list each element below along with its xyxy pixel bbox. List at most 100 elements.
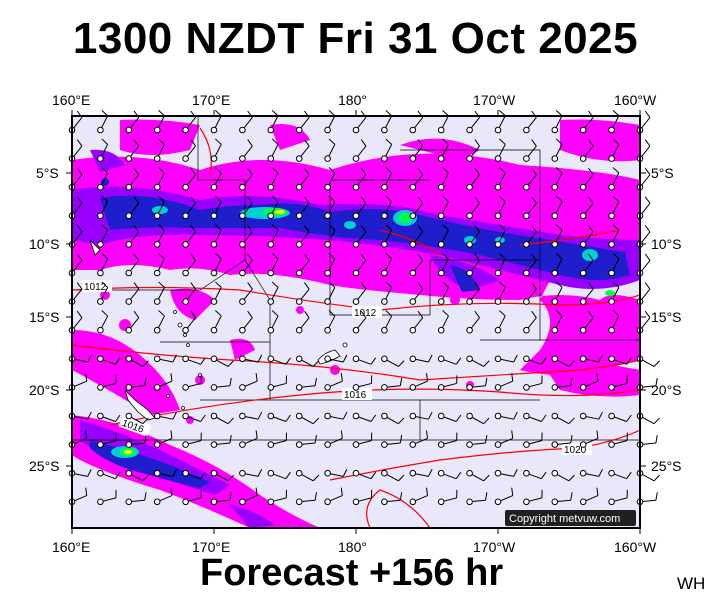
wind-barb-feather — [385, 138, 392, 145]
wind-barb-feather — [612, 310, 620, 317]
wind-station-dot — [352, 155, 360, 162]
wind-barb-feather — [474, 282, 480, 290]
wind-barb-feather — [170, 430, 173, 439]
wind-barb-feather — [474, 139, 480, 147]
wind-barb-feather — [142, 474, 149, 482]
wind-barb-feather — [385, 310, 392, 317]
wind-barb-feather — [285, 357, 291, 365]
wind-station-dot — [352, 126, 360, 134]
wind-station-dot — [295, 441, 303, 448]
wind-station-dot — [466, 183, 473, 191]
wind-station-dot — [267, 298, 275, 305]
wind-station-dot — [523, 155, 530, 162]
wind-station-dot — [97, 384, 104, 391]
wind-station-dot — [267, 498, 275, 506]
wind-station-dot — [125, 469, 133, 477]
wind-barb-feather — [570, 377, 573, 386]
wind-barb-feather — [417, 282, 424, 290]
wind-barb-feather — [417, 139, 424, 147]
wind-barb-feather — [644, 139, 651, 147]
wind-station-dot — [295, 384, 303, 391]
wind-barb-feather — [598, 469, 603, 477]
wind-barb-feather — [612, 195, 620, 202]
wind-barb-feather — [144, 492, 147, 501]
wind-barb-feather — [158, 252, 165, 260]
wind-barb-feather — [474, 253, 480, 261]
wind-station-dot — [239, 355, 246, 363]
wind-barb-feather — [360, 310, 367, 318]
wind-barb-feather — [200, 414, 206, 422]
wind-station-dot — [239, 126, 246, 134]
lat-label: 20°S — [651, 382, 682, 398]
wind-station-dot — [267, 441, 275, 448]
wind-station-dot — [523, 498, 530, 506]
lon-label: 180° — [338, 92, 367, 108]
wind-station-dot — [182, 126, 189, 134]
wind-station-dot — [466, 298, 473, 305]
copyright-badge: Copyright metvuw.com — [505, 510, 636, 526]
wind-barb-feather — [588, 196, 594, 204]
wind-station-dot — [267, 183, 275, 191]
wind-station-dot — [409, 441, 417, 448]
wind-barb-feather — [200, 357, 206, 365]
wind-barb-feather — [626, 414, 632, 422]
wind-station-dot — [153, 155, 161, 162]
wind-barb-feather — [499, 310, 506, 317]
wind-station-dot — [210, 469, 218, 477]
wind-barb-feather — [314, 377, 317, 386]
wind-barb-feather — [555, 310, 563, 317]
wind-barb-feather — [314, 492, 317, 501]
wind-barb-feather — [653, 474, 660, 482]
wind-barb-feather — [87, 411, 92, 420]
wind-barb-feather — [442, 109, 449, 117]
wind-barb-feather — [626, 471, 632, 479]
isobar-label: 1012 — [84, 282, 107, 293]
wind-barb-feather — [499, 167, 506, 174]
wind-station-dot — [210, 326, 218, 334]
wind-barb-feather — [555, 167, 563, 174]
wind-barb-feather — [312, 417, 320, 425]
wind-station-dot — [182, 155, 189, 162]
isobar-label: 1016 — [344, 390, 367, 401]
wind-station-dot — [210, 412, 218, 420]
wind-barb-feather — [399, 492, 403, 501]
wind-station-dot — [608, 155, 615, 162]
wind-station-dot — [125, 212, 133, 220]
wind-barb-feather — [158, 109, 165, 117]
wind-station-dot — [352, 498, 360, 506]
wind-station-dot — [579, 412, 587, 420]
lon-labels-top: 160°E 170°E 180° 170°W 160°W — [52, 92, 657, 108]
wind-station-dot — [381, 355, 388, 363]
wind-station-dot — [125, 355, 133, 363]
wind-station-dot — [437, 498, 445, 506]
wind-station-dot — [437, 441, 445, 448]
wind-station-dot — [125, 241, 133, 248]
wind-barb-feather — [474, 196, 480, 204]
wind-station-dot — [608, 126, 615, 134]
lat-label: 5°S — [36, 165, 59, 181]
wind-barb-feather — [474, 310, 480, 318]
wind-barb-feather — [190, 167, 196, 175]
wind-station-dot — [210, 441, 218, 448]
wind-barb-feather — [101, 195, 108, 202]
wind-station-dot — [324, 355, 331, 363]
wind-station-dot — [97, 126, 104, 134]
wind-barb-feather — [257, 411, 263, 420]
wind-barb-feather — [455, 414, 462, 422]
wind-station-dot — [295, 241, 303, 248]
wind-station-dot — [267, 384, 275, 391]
wind-barb-feather — [229, 377, 232, 386]
wind-barb-feather — [385, 195, 392, 202]
wind-station-dot — [324, 155, 331, 162]
wind-barb-feather — [417, 310, 424, 318]
wind-station-dot — [494, 212, 502, 220]
wind-barb-feather — [531, 139, 537, 147]
wind-station-dot — [352, 326, 360, 334]
wind-barb-grid — [68, 109, 660, 506]
wind-barb-feather — [257, 469, 263, 477]
wind-barb-feather — [144, 377, 147, 386]
wind-barb-feather — [531, 310, 537, 318]
wind-barb-feather — [340, 373, 343, 382]
wind-station-dot — [608, 241, 615, 248]
wind-barb-feather — [511, 430, 514, 439]
